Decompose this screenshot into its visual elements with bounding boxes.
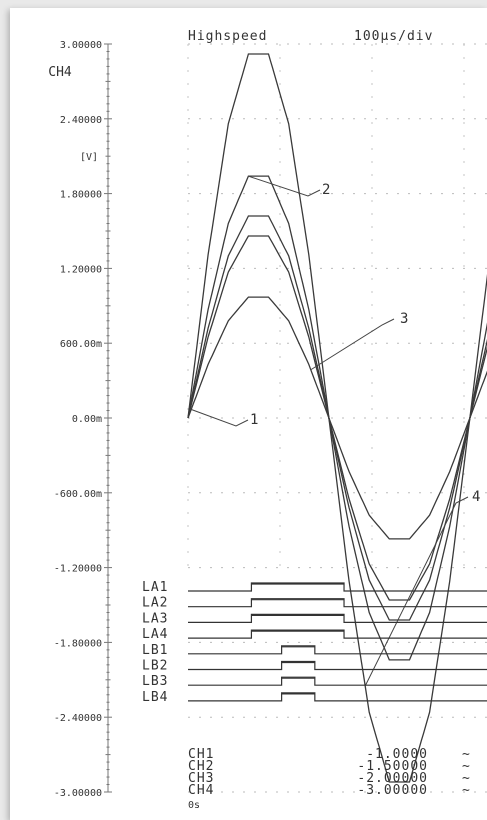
logic-label-la3: LA3	[142, 611, 168, 626]
analog-series	[187, 53, 487, 783]
readout-value-ch4: -3.00000	[357, 783, 428, 798]
readout-value-ch3: -2.00000	[357, 771, 428, 786]
y-unit-label: [V]	[80, 152, 98, 163]
series-line-2	[187, 175, 487, 661]
readout-channel-ch3: CH3	[188, 771, 214, 786]
readout-channel-ch4: CH4	[188, 783, 214, 798]
readout-tilde-ch1: ~	[462, 747, 471, 762]
channel-readouts: CH1 -1.0000 ~ CH2 -1.50000 ~ CH3 -2.00000 ~ CH4 -3…	[188, 747, 471, 798]
readout-tilde-ch4: ~	[462, 783, 471, 798]
series-tag-1: 1	[250, 412, 258, 428]
chart-title: Highspeed	[188, 29, 267, 44]
logic-label-la4: LA4	[142, 627, 168, 642]
logic-trace-la2	[188, 598, 487, 608]
series-line-3	[187, 296, 487, 540]
y-tick-label: -3.00000	[54, 788, 102, 799]
waveform-chart: 3.00000 2.40000 1.80000 1.20000 600.00m 0.00m…	[48, 29, 487, 811]
series-tag-leader	[364, 496, 469, 687]
logic-trace-la1	[188, 582, 487, 592]
grid	[187, 43, 487, 793]
logic-trace-lb1	[188, 645, 487, 655]
y-tick-label: 1.20000	[60, 264, 102, 275]
series-tag-4: 4	[472, 489, 480, 505]
readout-tilde-ch3: ~	[462, 771, 471, 786]
series-tag-leader	[248, 175, 321, 197]
readout-value-ch1: -1.0000	[366, 747, 428, 762]
series-line-unlabeled	[187, 235, 487, 601]
recorder-paper: 3.00000 2.40000 1.80000 1.20000 600.00m 0.00m…	[10, 8, 487, 820]
series-tags: 1 2 3 4	[189, 175, 480, 687]
series-line-4	[187, 53, 487, 783]
readout-value-ch2: -1.50000	[357, 759, 428, 774]
readout-channel-ch1: CH1	[188, 747, 214, 762]
series-tag-3: 3	[400, 311, 408, 327]
series-tag-2: 2	[322, 182, 330, 198]
timebase-label: 100μs/div	[354, 29, 433, 44]
y-tick-label: 3.00000	[60, 40, 102, 51]
logic-trace-lb4	[188, 692, 487, 702]
y-tick-label: 600.00m	[60, 339, 102, 350]
y-tick-label: -1.20000	[54, 564, 102, 575]
logic-label-la2: LA2	[142, 596, 168, 611]
logic-trace-la3	[188, 613, 487, 623]
logic-label-lb1: LB1	[142, 643, 168, 658]
logic-label-lb3: LB3	[142, 674, 168, 689]
series-line-1	[187, 215, 487, 621]
logic-label-lb2: LB2	[142, 659, 168, 674]
y-tick-label: -1.80000	[54, 638, 102, 649]
logic-trace-la4	[188, 629, 487, 639]
y-tick-label: -600.00m	[54, 489, 102, 500]
y-axis-label: CH4	[48, 65, 72, 80]
logic-label-lb4: LB4	[142, 690, 168, 705]
readout-channel-ch2: CH2	[188, 759, 214, 774]
x-start-label: 0s	[188, 800, 200, 811]
readout-tilde-ch2: ~	[462, 759, 471, 774]
logic-trace-lb2	[188, 660, 487, 671]
y-tick-label: 0.00m	[72, 414, 102, 425]
y-axis: 3.00000 2.40000 1.80000 1.20000 600.00m 0.00m…	[54, 40, 112, 799]
logic-label-la1: LA1	[142, 580, 168, 595]
y-tick-label: 2.40000	[60, 115, 102, 126]
series-tag-leader	[189, 408, 249, 427]
y-tick-label: 1.80000	[60, 190, 102, 201]
logic-trace-lb3	[188, 676, 487, 686]
series-tag-leader	[310, 318, 395, 371]
y-tick-label: -2.40000	[54, 713, 102, 724]
